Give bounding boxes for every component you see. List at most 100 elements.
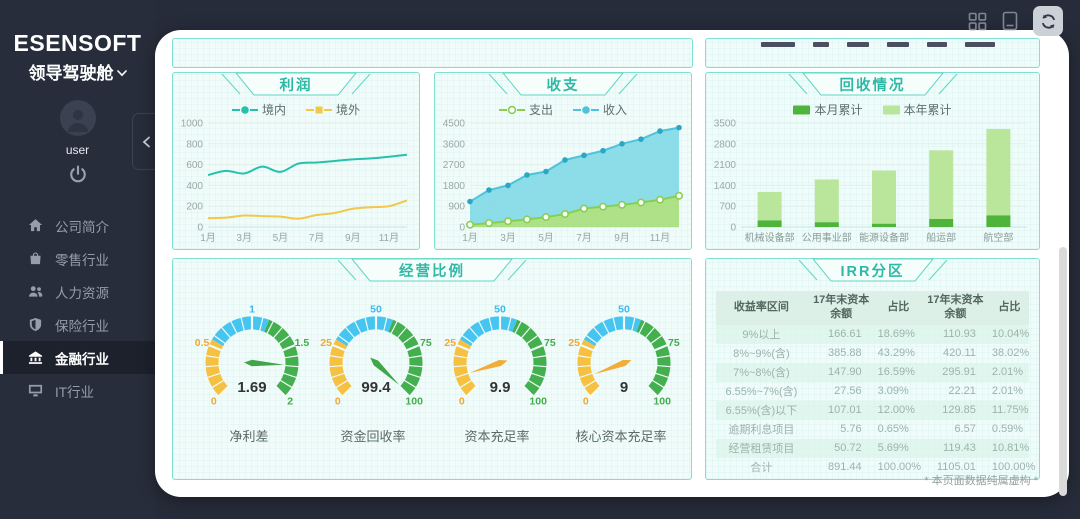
- gauge-name: 净利差: [229, 429, 269, 444]
- irr-row-label: 逾期利息项目: [728, 424, 795, 436]
- sidebar-item-5[interactable]: IT行业: [0, 374, 155, 407]
- legend-recovery: 本月累计 本年累计: [706, 101, 1039, 118]
- panel-irr: IRR分区 收益率区间 17年末资本余额 占比 17年末资本余额 占比 9%以上 166.…: [705, 258, 1040, 480]
- irr-cell: 18.69%: [875, 324, 921, 344]
- legend-item[interactable]: 本年累计: [882, 101, 952, 118]
- panel-title-text: 回收情况: [839, 78, 906, 94]
- sidebar-item-0[interactable]: 公司简介: [0, 209, 155, 242]
- panel-operating-ratio: 经营比例 0 0.5 1 1.5 2 1.69 净利差 0 25 50 75 100 99.4 资金回收率…: [172, 258, 692, 480]
- svg-text:7月: 7月: [576, 232, 592, 244]
- svg-text:7月: 7月: [309, 232, 325, 244]
- gauge-value: 99.4: [361, 379, 391, 396]
- svg-text:25: 25: [444, 337, 456, 349]
- irr-cell: 385.88: [827, 347, 862, 359]
- svg-text:0: 0: [459, 396, 465, 408]
- chevron-down-icon[interactable]: [116, 62, 127, 82]
- main-content-card: 利润 境内 境外 0 200 400 600 800 1000 1月 3月 5月 7月 9月 11月 收…: [155, 30, 1069, 497]
- table-row: 合计 891.44 100.00% 1105.01 100.00%: [716, 458, 1035, 477]
- monitor-icon: [28, 383, 43, 398]
- legend-profit: 境内 境外: [173, 101, 419, 118]
- home-icon: [28, 218, 43, 233]
- svg-text:25: 25: [568, 337, 580, 349]
- chevron-left-icon: [142, 136, 150, 147]
- svg-text:机械设备部: 机械设备部: [745, 231, 795, 244]
- vertical-scrollbar[interactable]: [1059, 247, 1067, 496]
- table-row: 9%以上 166.61 18.69% 110.93 10.04%: [716, 324, 1029, 344]
- irr-table: 收益率区间 17年末资本余额 占比 17年末资本余额 占比 9%以上 166.61 18.6…: [716, 291, 1035, 477]
- svg-text:5月: 5月: [273, 232, 289, 244]
- irr-cell: 295.91: [921, 362, 990, 382]
- sidebar-item-3[interactable]: 保险行业: [0, 308, 155, 341]
- header-toolbar: [968, 6, 1063, 36]
- panel-title-irr: IRR分区: [794, 258, 952, 287]
- irr-cell: 107.01: [806, 400, 876, 420]
- svg-text:400: 400: [186, 181, 203, 192]
- table-row: 6.55%(含)以下 107.01 12.00% 129.85 11.75%: [716, 400, 1029, 420]
- refresh-button[interactable]: [1033, 6, 1063, 36]
- recovery-bar-chart: 0 700 1400 2100 2800 3500 机械设备部 公用事业部 能源设备部 船运部 航空…: [714, 119, 1027, 244]
- irr-cell: 27.56: [834, 385, 862, 397]
- irr-cell: 6.57: [954, 423, 976, 435]
- power-icon[interactable]: [0, 165, 155, 190]
- irr-cell: 129.85: [921, 400, 990, 420]
- svg-text:5月: 5月: [538, 232, 554, 244]
- gauge-name: 资本充足率: [464, 429, 530, 444]
- shield-icon: [28, 317, 43, 332]
- sidebar-item-1[interactable]: 零售行业: [0, 242, 155, 275]
- svg-text:900: 900: [448, 202, 465, 213]
- tablet-icon[interactable]: [1002, 11, 1018, 31]
- legend-item[interactable]: 境内: [231, 101, 286, 118]
- irr-col-header: 收益率区间: [716, 291, 807, 325]
- svg-text:航空部: 航空部: [983, 231, 1013, 244]
- svg-text:1800: 1800: [443, 181, 466, 192]
- irr-cell: 22.21: [948, 385, 976, 397]
- sidebar-menu: 公司简介零售行业人力资源 保险行业金融行业 IT行业: [0, 209, 155, 407]
- table-row: 6.55%~7%(含) 27.56 3.09% 22.21 2.01%: [716, 382, 1029, 401]
- legend-item[interactable]: 境外: [306, 101, 360, 118]
- sidebar-item-label: 零售行业: [55, 252, 109, 268]
- irr-col-header: 17年末资本余额: [806, 291, 876, 325]
- svg-text:2: 2: [287, 396, 293, 408]
- svg-text:3月: 3月: [236, 232, 252, 244]
- gauge-value: 9.9: [490, 379, 511, 396]
- gauge-value: 1.69: [237, 379, 266, 396]
- sidebar-item-4[interactable]: 金融行业: [0, 341, 155, 374]
- panel-title-recovery: 回收情况: [784, 72, 962, 101]
- logo-subtitle: 领导驾驶舱: [28, 64, 114, 83]
- irr-cell: 0.59%: [991, 423, 1024, 435]
- legend-income: 支出 收入: [435, 101, 691, 118]
- svg-text:1月: 1月: [200, 232, 216, 244]
- legend-item[interactable]: 支出: [498, 101, 553, 118]
- svg-text:1400: 1400: [714, 181, 737, 192]
- svg-text:50: 50: [618, 305, 630, 316]
- panel-title-ratio: 经营比例: [333, 258, 531, 287]
- table-row: 8%~9%(含) 385.88 43.29% 420.11 38.02%: [716, 344, 1029, 363]
- svg-text:11月: 11月: [379, 232, 399, 244]
- bank-icon: [28, 350, 43, 365]
- avatar[interactable]: [59, 100, 96, 136]
- gauge-value: 9: [620, 379, 628, 396]
- sidebar-item-2[interactable]: 人力资源: [0, 275, 155, 308]
- irr-cell: 16.59%: [875, 362, 921, 382]
- svg-text:600: 600: [186, 160, 203, 171]
- grid-icon[interactable]: [968, 12, 987, 31]
- sidebar-item-label: 金融行业: [55, 351, 109, 367]
- panel-recovery: 回收情况 本月累计 本年累计 0 700 1400 2100 2800 3500 机械设备部公…: [705, 72, 1040, 250]
- svg-text:4500: 4500: [443, 119, 466, 130]
- legend-item[interactable]: 本月累计: [793, 101, 863, 118]
- irr-row-label: 6.55%~7%(含): [725, 386, 798, 398]
- irr-table-head: 收益率区间 17年末资本余额 占比 17年末资本余额 占比: [716, 291, 1029, 325]
- svg-text:50: 50: [494, 305, 506, 316]
- legend-item[interactable]: 收入: [573, 101, 627, 118]
- irr-row-label: 6.55%(含)以下: [716, 400, 807, 420]
- irr-col-header: 占比: [875, 291, 921, 325]
- irr-col-header: 17年末资本余额: [921, 291, 990, 325]
- svg-text:0: 0: [211, 396, 217, 408]
- irr-cell: 50.72: [806, 438, 876, 458]
- table-row: 经营租赁项目 50.72 5.69% 119.43 10.81%: [716, 438, 1029, 458]
- svg-text:能源设备部: 能源设备部: [859, 231, 909, 244]
- svg-text:0: 0: [197, 223, 203, 234]
- svg-text:3月: 3月: [500, 232, 516, 244]
- svg-text:100: 100: [405, 396, 423, 408]
- irr-cell: 3.09%: [877, 385, 909, 397]
